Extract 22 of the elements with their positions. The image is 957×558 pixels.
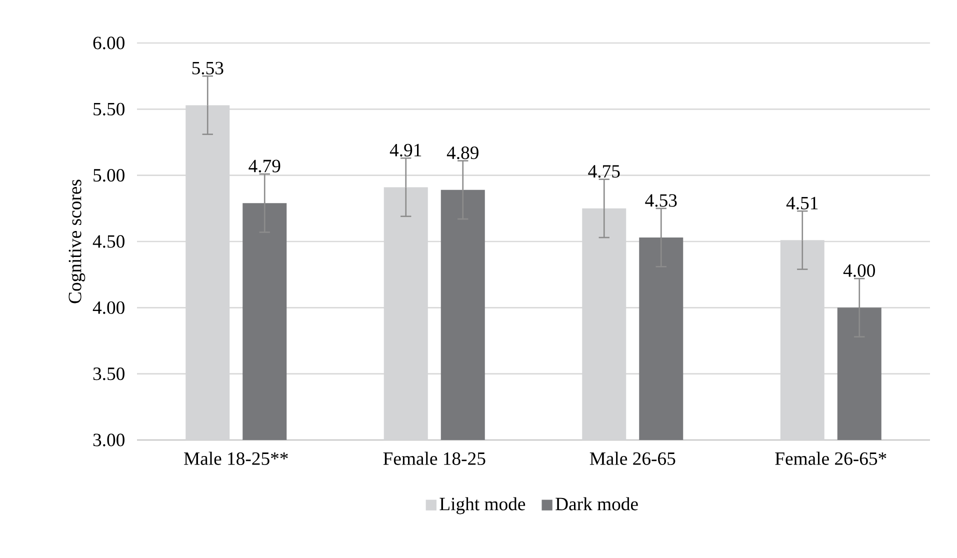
y-tick-label: 4.50 [92, 235, 124, 248]
data-label: 4.91 [390, 144, 422, 157]
x-tick-label: Female 18-25 [383, 452, 486, 465]
data-label: 4.75 [588, 165, 620, 178]
data-label: 4.53 [645, 194, 677, 207]
data-label: 4.51 [786, 196, 818, 210]
data-label: 5.53 [192, 62, 224, 74]
data-label: 4.79 [248, 160, 280, 172]
y-tick-label: 5.00 [94, 168, 124, 182]
y-tick-label: 4.00 [92, 301, 124, 314]
x-tick-label: Female 26-65* [775, 452, 886, 465]
data-label: 4.89 [446, 146, 478, 160]
y-tick-label: 6.00 [93, 36, 124, 50]
data-label: 4.00 [843, 264, 875, 277]
y-tick-label: 5.50 [94, 102, 124, 116]
x-tick-label: Male 18-25** [184, 452, 288, 465]
y-tick-label: 3.00 [93, 434, 124, 446]
y-tick-label: 3.50 [93, 367, 124, 380]
x-tick-label: Male 26-65 [590, 452, 676, 465]
legend-label: Dark mode [556, 497, 638, 510]
legend-label: Light mode [440, 497, 526, 514]
y-axis-title: Cognitive scores [68, 180, 86, 304]
